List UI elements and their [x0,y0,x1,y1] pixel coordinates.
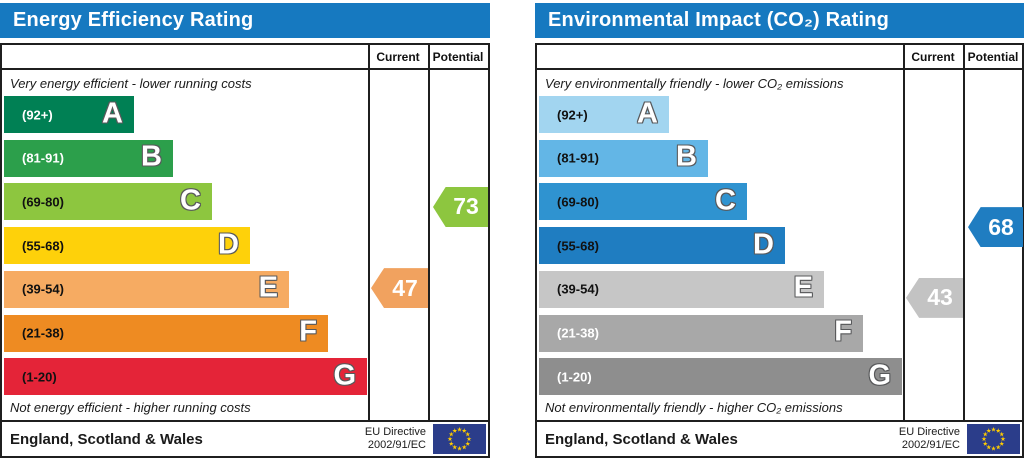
caption-top: Very environmentally friendly - lower CO… [545,76,844,91]
potential-rating-arrow: 68 [968,207,1023,248]
energy-efficiency-chart: Energy Efficiency Rating Current Potenti… [0,0,490,458]
energy-chart-title: Energy Efficiency Rating [13,9,254,31]
potential-column-divider [963,45,965,420]
band-range-label: (1-20) [557,369,592,385]
band-b: (81-91) B [539,139,708,177]
band-e: (39-54) E [539,270,824,308]
current-column-divider [368,45,370,420]
band-letter: B [141,140,162,173]
band-range-label: (39-54) [557,281,599,297]
band-f: (21-38) F [539,314,863,352]
environmental-rating-table: Current Potential Very environmentally f… [535,43,1024,458]
band-f: (21-38) F [4,314,328,352]
energy-chart-title-bar: Energy Efficiency Rating [0,3,490,38]
potential-column-header: Potential [432,49,484,64]
potential-rating-arrow: 73 [433,186,488,227]
band-range-label: (21-38) [22,325,64,341]
band-range-label: (81-91) [557,150,599,166]
table-footer-row: England, Scotland & Wales EU Directive 2… [2,420,488,456]
current-rating-value: 47 [392,274,418,301]
environmental-chart-title-bar: Environmental Impact (CO₂) Rating [535,3,1024,38]
band-range-label: (55-68) [557,238,599,254]
band-letter: A [102,96,123,129]
potential-rating-value: 73 [453,193,479,220]
environmental-chart-title: Environmental Impact (CO₂) Rating [548,9,890,31]
eu-directive-label: EU Directive 2002/91/EC [365,426,433,452]
band-range-label: (69-80) [22,194,64,210]
environmental-chart-body: Very environmentally friendly - lower CO… [537,70,1023,420]
band-letter: G [333,359,356,392]
band-letter: G [868,359,891,392]
region-label: England, Scotland & Wales [545,430,738,448]
current-column-header: Current [376,49,420,64]
eu-directive-line1: EU Directive [898,425,960,438]
caption-bottom: Not environmentally friendly - higher CO… [545,400,843,415]
band-b: (81-91) B [4,139,173,177]
band-a: (92+) A [4,96,134,133]
current-rating-arrow: 43 [906,277,963,318]
band-d: (55-68) D [4,227,250,265]
band-range-label: (1-20) [22,369,57,385]
band-letter: A [637,96,658,129]
band-letter: F [299,315,317,348]
band-range-label: (55-68) [22,238,64,254]
band-letter: F [834,315,852,348]
band-letter: C [715,184,736,217]
band-letter: C [180,184,201,217]
band-range-label: (92+) [22,107,53,122]
band-letter: E [793,271,813,304]
band-c: (69-80) C [4,183,212,221]
band-range-label: (81-91) [22,150,64,166]
eu-directive-label: EU Directive 2002/91/EC [899,426,967,452]
region-label: England, Scotland & Wales [10,430,203,448]
potential-column-divider [428,45,430,420]
band-range-label: (39-54) [22,281,64,297]
energy-chart-body: Very energy efficient - lower running co… [2,70,488,420]
current-column-divider [903,45,905,420]
band-letter: B [676,140,697,173]
table-footer-row: England, Scotland & Wales EU Directive 2… [537,420,1022,456]
band-a: (92+) A [539,96,669,133]
band-range-label: (69-80) [557,194,599,210]
eu-flag-icon [967,424,1020,454]
band-e: (39-54) E [4,270,289,308]
eu-flag-icon [433,424,486,454]
environmental-impact-chart: Environmental Impact (CO₂) Rating Curren… [535,0,1024,458]
current-rating-value: 43 [927,284,953,311]
table-header-row: Current Potential [537,45,1022,70]
caption-top: Very energy efficient - lower running co… [10,76,252,91]
caption-bottom: Not energy efficient - higher running co… [10,400,251,415]
band-range-label: (21-38) [557,325,599,341]
current-rating-arrow: 47 [371,268,428,309]
current-column-header: Current [911,49,955,64]
band-c: (69-80) C [539,183,747,221]
band-d: (55-68) D [539,227,785,265]
table-header-row: Current Potential [2,45,488,70]
eu-directive-line2: 2002/91/EC [901,439,960,451]
band-letter: D [753,227,774,260]
potential-column-header: Potential [967,49,1019,64]
band-letter: E [258,271,278,304]
energy-rating-table: Current Potential Very energy efficient … [0,43,490,458]
eu-directive-line2: 2002/91/EC [367,439,426,451]
potential-rating-value: 68 [988,213,1014,240]
eu-directive-line1: EU Directive [364,425,426,438]
band-range-label: (92+) [557,107,588,122]
band-letter: D [218,227,239,260]
band-g: (1-20) G [4,358,367,396]
band-g: (1-20) G [539,358,902,396]
